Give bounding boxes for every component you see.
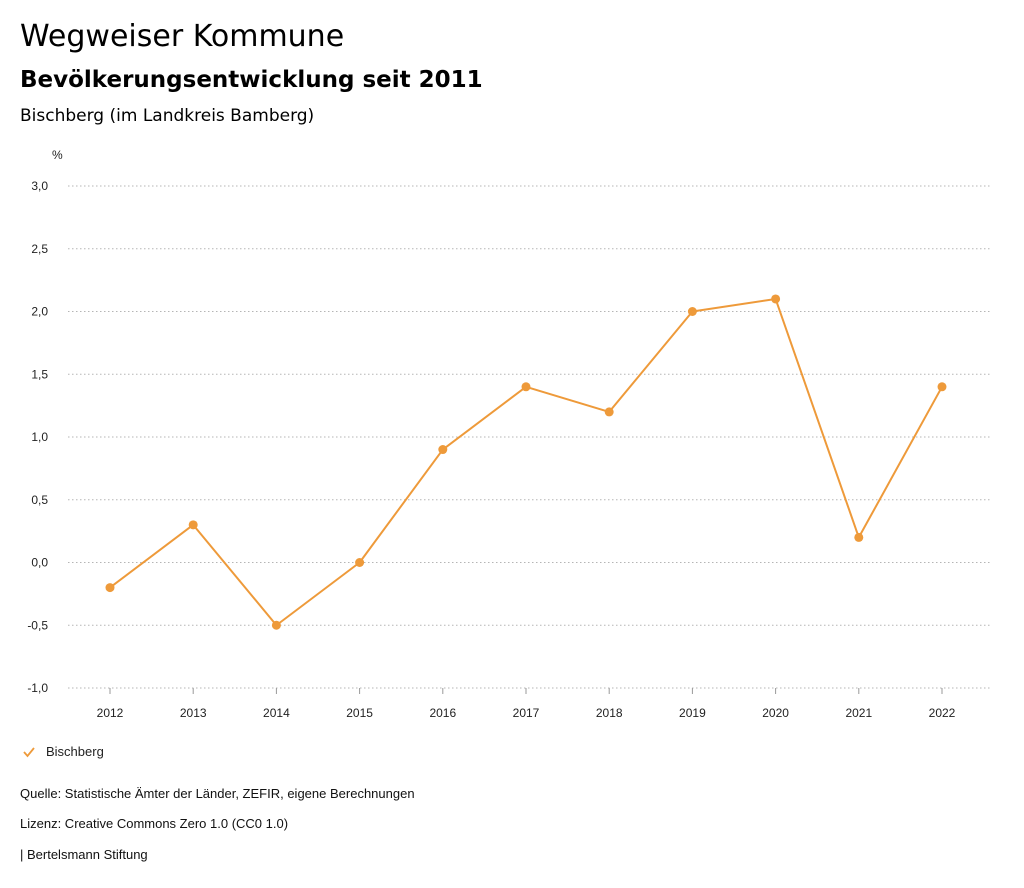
chart-subtitle: Bevölkerungsentwicklung seit 2011 [20, 67, 483, 93]
y-tick-label: 3,0 [31, 179, 48, 193]
legend-label: Bischberg [46, 744, 104, 759]
y-axis-ticks: 3,0 2,5 2,0 1,5 1,0 0,5 0,0 -0,5 -1,0 [27, 179, 48, 695]
y-tick-label: 2,0 [31, 305, 48, 319]
data-point-2012[interactable] [105, 583, 115, 593]
x-tick-label: 2018 [596, 706, 623, 720]
page-title: Wegweiser Kommune [20, 19, 345, 54]
y-tick-label: 2,5 [31, 242, 48, 256]
data-point-2021[interactable] [854, 532, 864, 542]
data-point-2020[interactable] [771, 294, 781, 304]
y-tick-label: 0,5 [31, 493, 48, 507]
data-point-2014[interactable] [271, 620, 281, 630]
y-axis-unit: % [52, 148, 63, 162]
check-icon [23, 746, 35, 757]
x-tick-label: 2017 [513, 706, 540, 720]
x-tick-label: 2013 [180, 706, 207, 720]
license-note: Lizenz: Creative Commons Zero 1.0 (CC0 1… [20, 816, 289, 831]
y-tick-label: -1,0 [27, 681, 48, 695]
data-point-2017[interactable] [521, 382, 531, 392]
x-tick-label: 2012 [97, 706, 124, 720]
data-point-2018[interactable] [604, 407, 614, 417]
data-point-2015[interactable] [355, 558, 365, 567]
data-point-2013[interactable] [188, 520, 198, 530]
x-tick-label: 2015 [346, 706, 373, 720]
region-label: Bischberg (im Landkreis Bamberg) [20, 106, 315, 126]
y-tick-label: -0,5 [27, 618, 48, 632]
data-point-2022[interactable] [937, 382, 947, 392]
source-note: Quelle: Statistische Ämter der Länder, Z… [20, 786, 415, 801]
line-chart: % 3,0 2,5 2,0 1,5 1,0 0,5 0,0 -0,5 -1,0 2012 2013… [27, 148, 990, 720]
y-tick-label: 0,0 [31, 556, 48, 570]
data-point-2016[interactable] [438, 445, 448, 455]
x-tick-label: 2020 [762, 706, 789, 720]
series-line [109, 297, 943, 627]
x-tick-label: 2019 [679, 706, 706, 720]
x-tick-label: 2022 [929, 706, 956, 720]
data-point-2019[interactable] [687, 307, 697, 316]
legend[interactable]: Bischberg [22, 744, 104, 759]
x-axis-ticks: 2012 2013 2014 2015 2016 2017 2018 2019 2020 2021… [97, 688, 956, 720]
x-tick-label: 2014 [263, 706, 290, 720]
grid-lines [68, 185, 990, 689]
x-tick-label: 2021 [845, 706, 872, 720]
x-tick-label: 2016 [429, 706, 456, 720]
publisher-note: | Bertelsmann Stiftung [20, 847, 148, 862]
y-tick-label: 1,5 [31, 367, 48, 381]
y-tick-label: 1,0 [31, 430, 48, 444]
series-bischberg [105, 294, 947, 630]
